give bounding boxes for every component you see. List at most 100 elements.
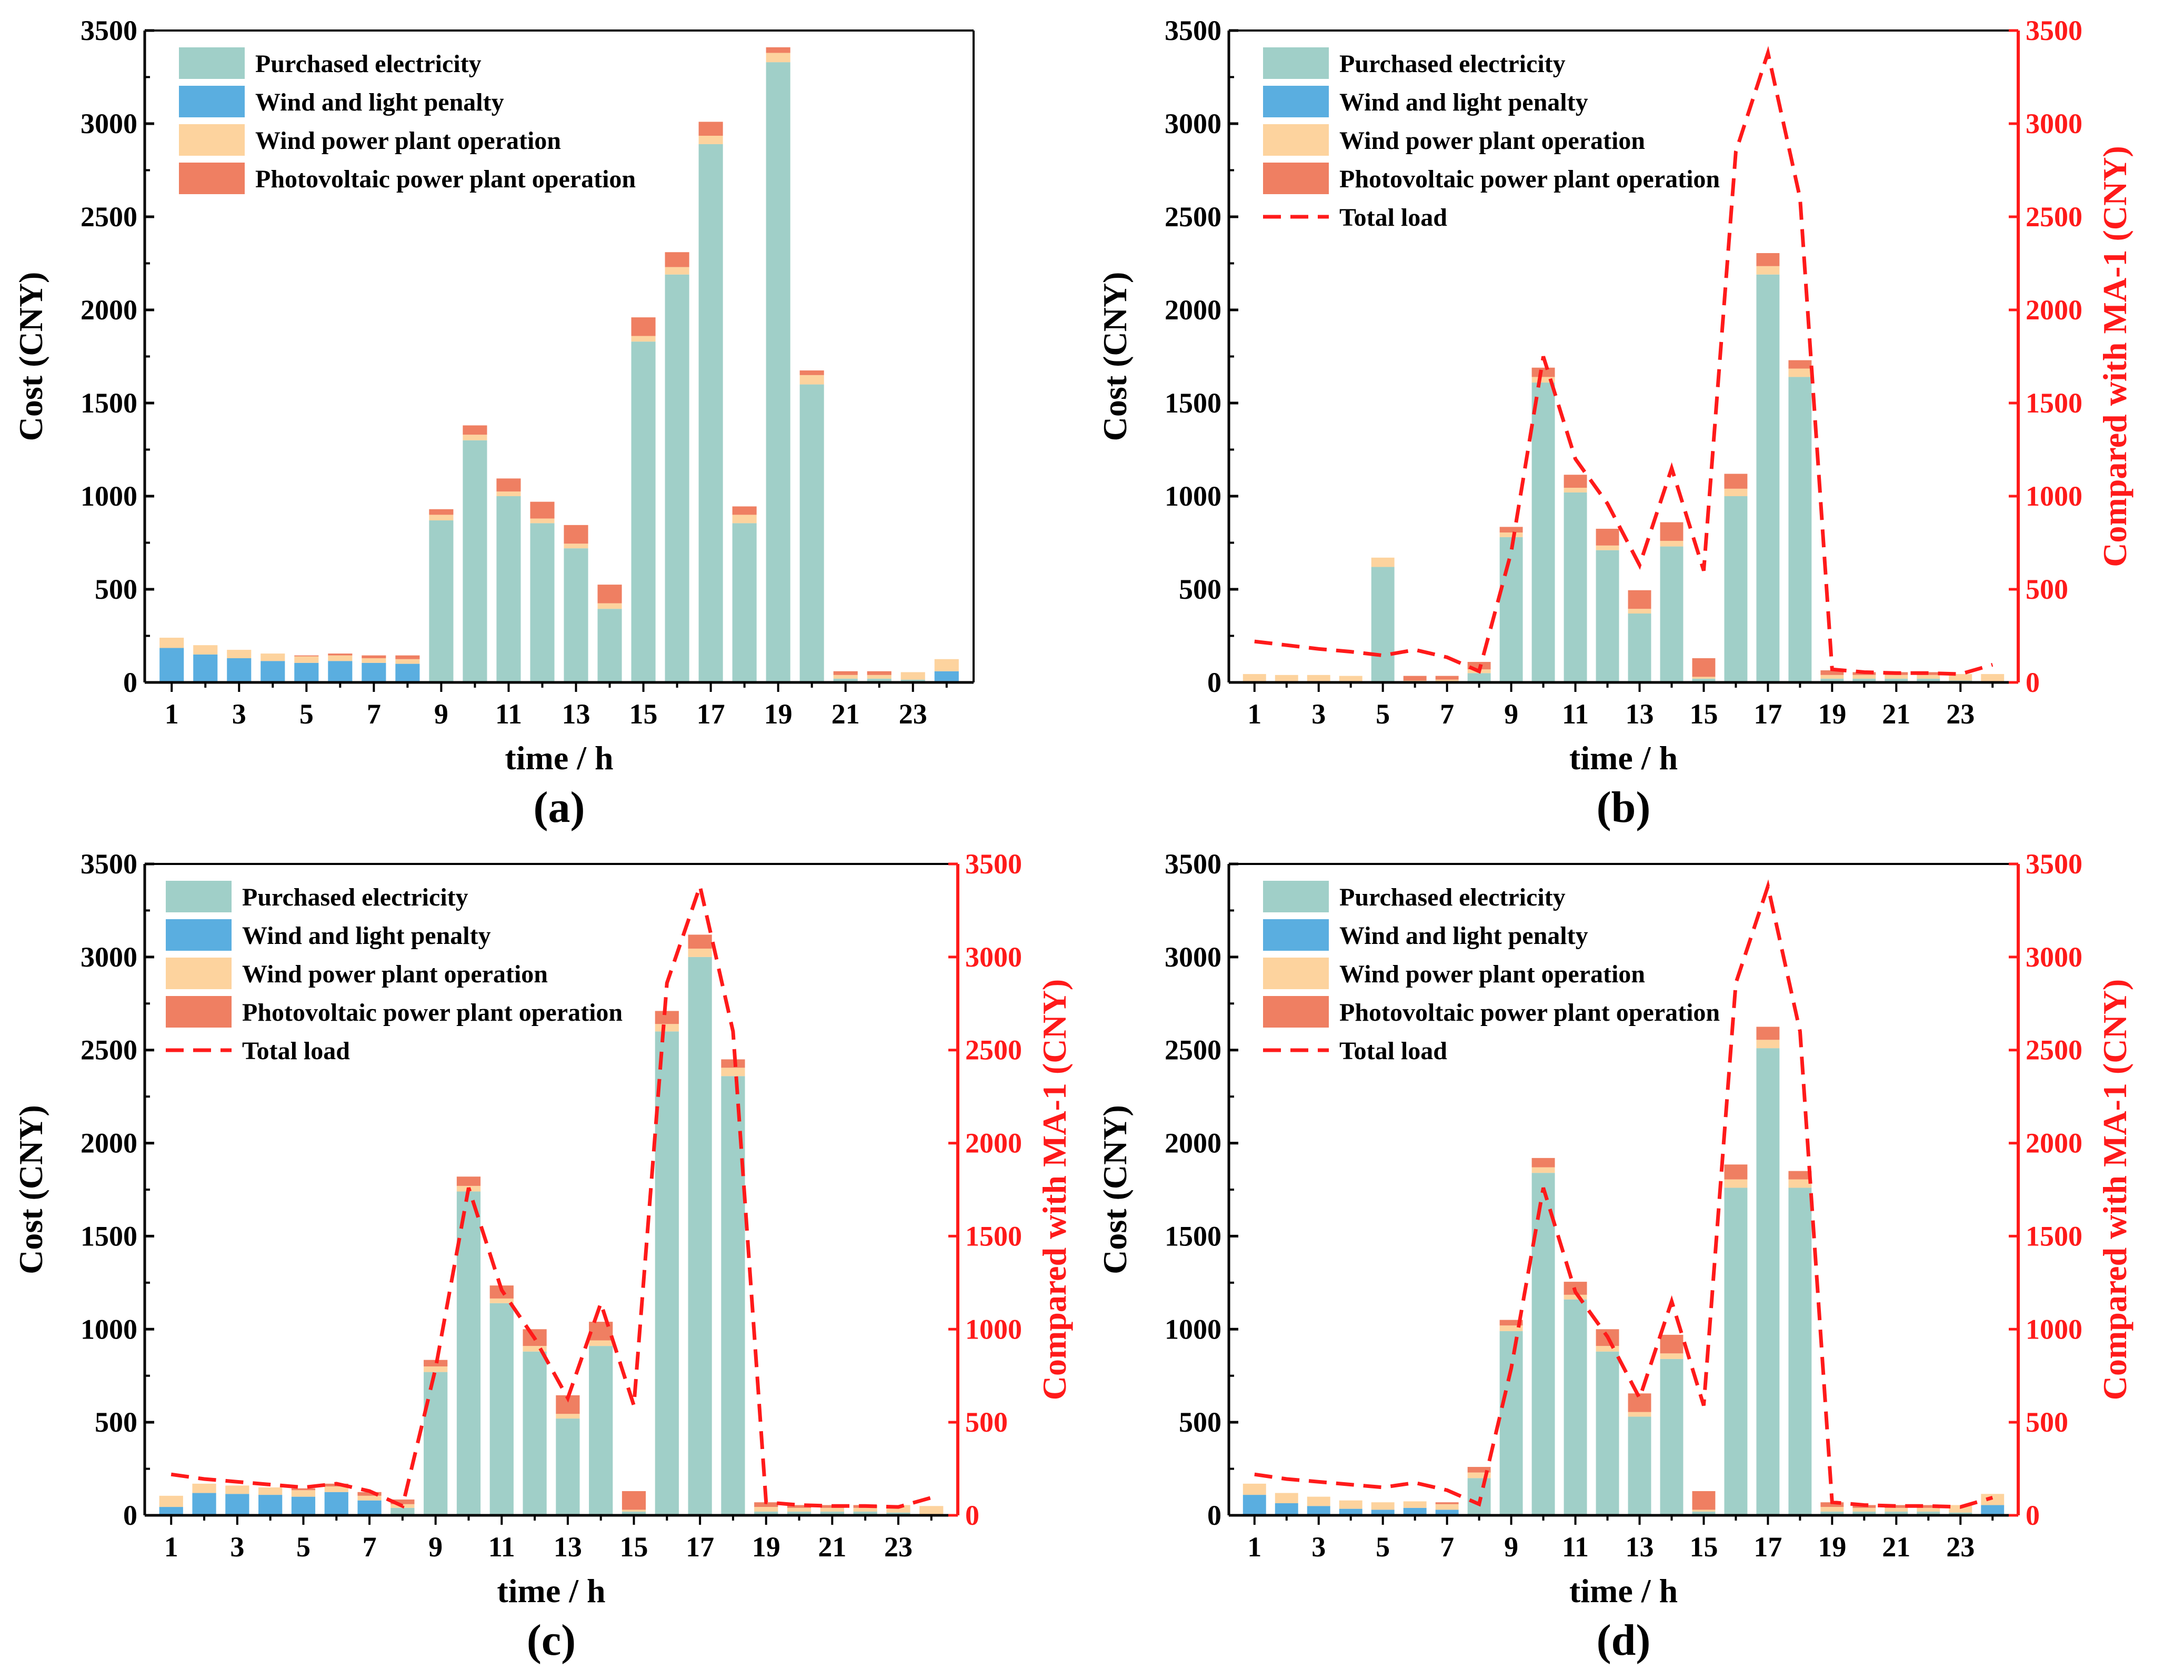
- bar-wind-power-plant-operation-23: [900, 672, 925, 680]
- bar-wind-power-plant-operation-17: [1756, 1040, 1780, 1049]
- y2-tick-label: 2500: [965, 1034, 1022, 1066]
- bar-purchased-electricity-16: [1724, 496, 1748, 682]
- bar-purchased-electricity-19: [754, 1511, 778, 1515]
- bar-purchased-electricity-10: [1531, 1173, 1555, 1515]
- bar-wind-power-plant-operation-15: [631, 336, 656, 342]
- bar-wind-power-plant-operation-19: [1820, 1507, 1844, 1512]
- chart-panel-2: 0 0 500 500 1000 1000 1500 1500 2000 2000 2500 2500…: [1096, 15, 2133, 832]
- bar-wind-and-light-penalty-5: [1371, 1510, 1395, 1515]
- bar-wind-power-plant-operation-24: [1981, 674, 2005, 682]
- bar-wind-power-plant-operation-4: [258, 1487, 283, 1495]
- bar-purchased-electricity-18: [721, 1076, 745, 1515]
- y2-tick-label: 2500: [2026, 201, 2082, 233]
- bar-photovoltaic-power-plant-operation-18: [721, 1059, 745, 1068]
- chart-panel-3: 0 0 500 500 1000 1000 1500 1500 2000 2000 2500 2500…: [12, 848, 1073, 1665]
- bar-photovoltaic-power-plant-operation-16: [655, 1011, 679, 1024]
- y-tick-label: 2000: [1165, 294, 1221, 326]
- bar-wind-power-plant-operation-13: [564, 544, 588, 549]
- bar-photovoltaic-power-plant-operation-17: [1756, 253, 1780, 266]
- y2-tick-label: 2000: [2026, 1128, 2082, 1159]
- bar-purchased-electricity-18: [1788, 1188, 1812, 1515]
- y-axis-title: Cost (CNY): [1096, 272, 1134, 441]
- bar-wind-power-plant-operation-1: [159, 1495, 183, 1507]
- bar-wind-power-plant-operation-11: [1564, 488, 1587, 492]
- bar-photovoltaic-power-plant-operation-19: [1820, 1502, 1844, 1507]
- bars-group: [159, 934, 944, 1515]
- bar-purchased-electricity-16: [655, 1031, 679, 1515]
- y-tick-label: 3000: [81, 941, 137, 973]
- bar-purchased-electricity-17: [1756, 274, 1780, 682]
- y-tick-label: 1000: [1165, 1313, 1221, 1345]
- bar-purchased-electricity-13: [1628, 1416, 1651, 1515]
- bar-wind-power-plant-operation-16: [1724, 1179, 1748, 1188]
- x-tick-label: 19: [1818, 1531, 1846, 1563]
- legend-label: Wind power plant operation: [1339, 960, 1645, 988]
- y-tick-label: 3500: [1165, 848, 1221, 880]
- bar-photovoltaic-power-plant-operation-16: [665, 252, 689, 267]
- bar-wind-power-plant-operation-22: [1917, 675, 1940, 679]
- bar-wind-power-plant-operation-21: [833, 675, 858, 679]
- bar-wind-power-plant-operation-12: [1596, 545, 1619, 550]
- bar-wind-power-plant-operation-8: [395, 659, 420, 664]
- bar-photovoltaic-power-plant-operation-17: [688, 934, 712, 949]
- bar-wind-and-light-penalty-6: [1403, 1507, 1427, 1515]
- bar-wind-power-plant-operation-9: [1499, 1325, 1523, 1331]
- bar-wind-power-plant-operation-22: [867, 675, 891, 679]
- bar-purchased-electricity-23: [886, 1512, 910, 1515]
- panel-label: (a): [534, 783, 585, 832]
- x-tick-label: 17: [1754, 1531, 1782, 1563]
- bars-group: [1243, 1027, 2005, 1515]
- bar-photovoltaic-power-plant-operation-12: [1596, 528, 1619, 546]
- legend-swatch-wind-and-light-penalty: [179, 86, 245, 117]
- y2-tick-label: 1500: [2026, 1220, 2082, 1252]
- bar-wind-power-plant-operation-14: [597, 603, 622, 609]
- bar-photovoltaic-power-plant-operation-15: [1692, 658, 1716, 677]
- bar-photovoltaic-power-plant-operation-9: [429, 509, 454, 515]
- bar-wind-and-light-penalty-2: [1275, 1503, 1298, 1515]
- x-tick-label: 21: [1882, 1531, 1910, 1563]
- bar-wind-power-plant-operation-4: [1339, 1500, 1363, 1509]
- legend: Purchased electricity Wind and light pena…: [1263, 881, 1720, 1065]
- bar-photovoltaic-power-plant-operation-18: [1788, 1171, 1812, 1180]
- bar-purchased-electricity-19: [766, 62, 790, 682]
- bar-purchased-electricity-14: [589, 1346, 613, 1515]
- legend-swatch-photovoltaic-power-plant-operation: [1263, 163, 1329, 194]
- bar-photovoltaic-power-plant-operation-13: [1628, 1393, 1651, 1412]
- bar-photovoltaic-power-plant-operation-14: [597, 585, 622, 603]
- y-tick-label: 3500: [1165, 15, 1221, 46]
- bar-photovoltaic-power-plant-operation-15: [1692, 1491, 1716, 1510]
- bar-purchased-electricity-9: [1499, 537, 1523, 682]
- bar-purchased-electricity-21: [1885, 1511, 1908, 1515]
- x-tick-label: 7: [1440, 698, 1454, 730]
- y-tick-label: 0: [123, 667, 137, 698]
- total-load-line: [1254, 879, 1993, 1509]
- x-tick-label: 1: [1247, 1531, 1261, 1563]
- bar-purchased-electricity-10: [1531, 383, 1555, 682]
- x-tick-label: 7: [367, 698, 381, 730]
- bar-wind-power-plant-operation-7: [1435, 1504, 1459, 1510]
- legend-label: Photovoltaic power plant operation: [242, 999, 623, 1027]
- y2-axis-title: Compared with MA-1 (CNY): [2096, 146, 2133, 567]
- bar-wind-power-plant-operation-2: [193, 645, 218, 655]
- y-tick-label: 0: [1207, 667, 1221, 698]
- bar-purchased-electricity-15: [631, 341, 656, 682]
- bar-purchased-electricity-10: [463, 440, 487, 682]
- y-tick-label: 2500: [1165, 1034, 1221, 1066]
- legend-swatch-wind-power-plant-operation: [1263, 958, 1329, 989]
- bar-purchased-electricity-20: [799, 384, 824, 682]
- bar-photovoltaic-power-plant-operation-5: [294, 655, 319, 657]
- bar-purchased-electricity-5: [1371, 567, 1395, 682]
- bar-purchased-electricity-21: [833, 678, 858, 682]
- bar-purchased-electricity-15: [1692, 678, 1716, 682]
- bar-wind-power-plant-operation-17: [698, 136, 723, 144]
- bar-wind-and-light-penalty-8: [395, 663, 420, 682]
- bar-wind-and-light-penalty-1: [159, 1507, 183, 1515]
- y-tick-label: 0: [123, 1500, 137, 1531]
- bars-group: [159, 47, 959, 682]
- y-axis-title: Cost (CNY): [1096, 1105, 1134, 1274]
- bar-wind-power-plant-operation-13: [556, 1414, 580, 1419]
- x-tick-label: 9: [434, 698, 448, 730]
- bar-purchased-electricity-13: [1628, 613, 1651, 682]
- x-axis-title: time / h: [497, 1572, 605, 1609]
